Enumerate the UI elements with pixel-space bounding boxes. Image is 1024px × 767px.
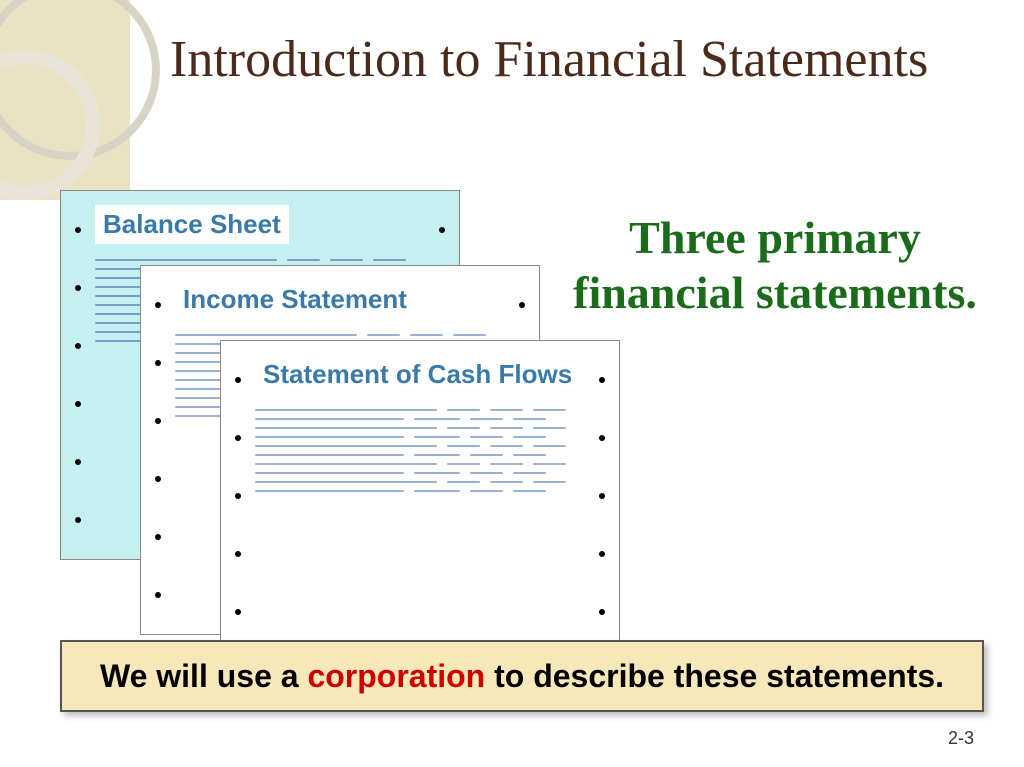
footer-note-suffix: to describe these statements. [485, 658, 944, 694]
document-title: Statement of Cash Flows [263, 359, 572, 389]
document-title: Income Statement [183, 284, 407, 314]
footer-note-highlight: corporation [307, 658, 485, 694]
document-label-strip: Balance Sheet [95, 205, 289, 244]
footer-note-prefix: We will use a [100, 658, 307, 694]
decorative-corner [0, 0, 190, 190]
callout-text: Three primary financial statements. [560, 210, 990, 320]
document-lines [255, 409, 585, 492]
document-title: Balance Sheet [103, 209, 281, 239]
footer-note-box: We will use a corporation to describe th… [60, 640, 984, 712]
slide-title: Introduction to Financial Statements [170, 30, 928, 90]
document-label-strip: Statement of Cash Flows [255, 355, 580, 394]
perforation-left [145, 266, 171, 634]
perforation-left [65, 191, 91, 559]
document-stack: Balance Sheet Income Statement Statement… [60, 190, 600, 610]
page-number: 2-3 [948, 728, 974, 749]
document-label-strip: Income Statement [175, 280, 415, 319]
